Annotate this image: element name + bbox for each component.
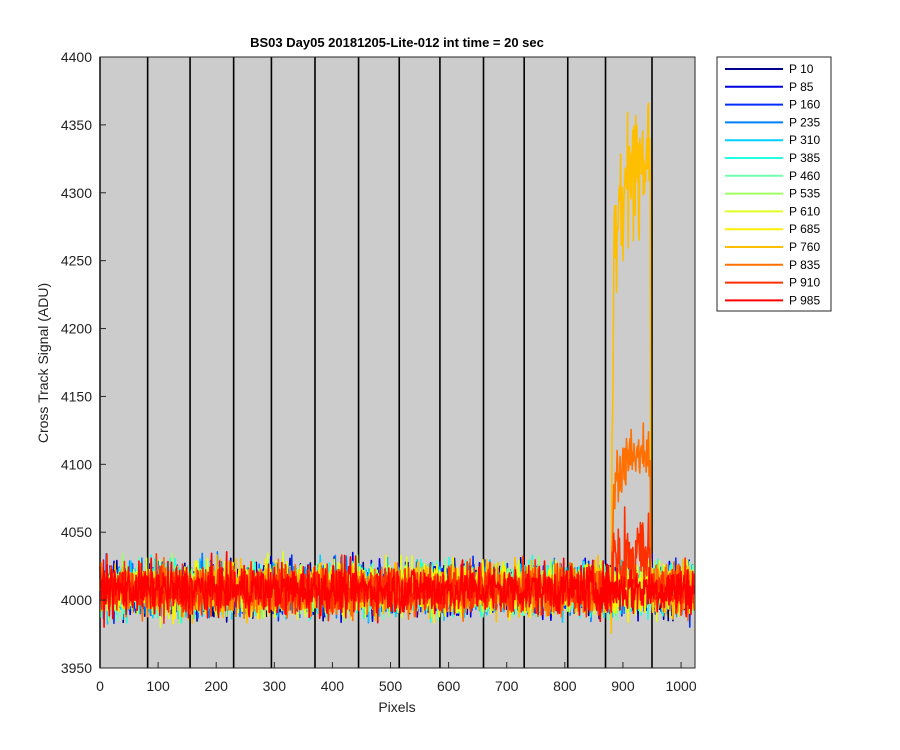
x-tick-label: 0 [96, 678, 104, 694]
y-tick-label: 4100 [61, 456, 92, 472]
y-tick-label: 3950 [61, 660, 92, 676]
legend-label: P 85 [789, 80, 814, 94]
x-tick-label: 200 [205, 678, 229, 694]
legend-label: P 235 [789, 115, 820, 129]
y-tick-label: 4200 [61, 321, 92, 337]
x-tick-label: 700 [495, 678, 519, 694]
legend-label: P 385 [789, 151, 820, 165]
y-tick-label: 4150 [61, 388, 92, 404]
series-lines [99, 102, 696, 634]
y-tick-label: 4000 [61, 592, 92, 608]
legend-label: P 10 [789, 62, 814, 76]
legend-label: P 310 [789, 133, 820, 147]
y-tick-label: 4350 [61, 117, 92, 133]
legend-label: P 535 [789, 187, 820, 201]
legend-label: P 460 [789, 169, 820, 183]
x-tick-label: 800 [553, 678, 577, 694]
x-tick-label: 300 [263, 678, 287, 694]
y-tick-label: 4250 [61, 253, 92, 269]
x-tick-label: 400 [321, 678, 345, 694]
chart-title: BS03 Day05 20181205-Lite-012 int time = … [250, 35, 544, 50]
legend-label: P 985 [789, 293, 820, 307]
x-axis-label: Pixels [378, 699, 415, 715]
y-tick-label: 4300 [61, 185, 92, 201]
y-tick-label: 4400 [61, 49, 92, 65]
legend-label: P 835 [789, 258, 820, 272]
x-tick-label: 1000 [665, 678, 696, 694]
legend-label: P 910 [789, 276, 820, 290]
plot-frame [99, 56, 696, 669]
x-tick-label: 500 [379, 678, 403, 694]
y-tick-label: 4050 [61, 524, 92, 540]
y-axis-label: Cross Track Signal (ADU) [35, 283, 51, 443]
x-tick-label: 100 [146, 678, 170, 694]
y-axis-ticks: 3950 4000 4050 4100 4150 4200 4250 4300 4350 4400 [61, 49, 106, 676]
x-tick-label: 900 [611, 678, 635, 694]
series-line-p-985 [99, 551, 696, 628]
legend: P 10 P 85 P 160 P 235 P 310 P 385 P 460 P 535 P … [716, 56, 832, 312]
x-tick-label: 600 [437, 678, 461, 694]
x-axis-ticks: 0 100 200 300 400 500 600 700 800 900 1000 [96, 662, 697, 694]
legend-label: P 685 [789, 222, 820, 236]
legend-label: P 760 [789, 240, 820, 254]
legend-label: P 610 [789, 204, 820, 218]
legend-box [716, 56, 832, 312]
legend-label: P 160 [789, 98, 820, 112]
